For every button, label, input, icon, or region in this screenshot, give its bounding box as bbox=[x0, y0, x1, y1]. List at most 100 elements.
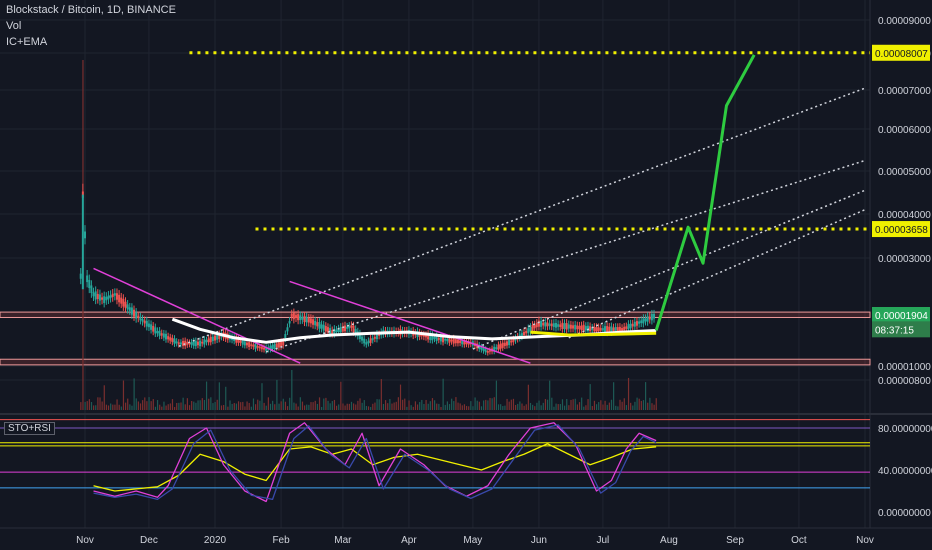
volume-bar bbox=[280, 401, 282, 410]
candle-body bbox=[531, 325, 534, 331]
volume-bar bbox=[342, 403, 344, 410]
volume-bar bbox=[201, 398, 203, 410]
volume-bar bbox=[476, 400, 478, 410]
volume-bar bbox=[446, 401, 448, 410]
candle-body bbox=[115, 293, 118, 300]
volume-bar bbox=[384, 400, 387, 410]
candle-body bbox=[422, 334, 425, 337]
volume-bar bbox=[640, 400, 642, 410]
candle-body bbox=[618, 326, 621, 332]
candle-body bbox=[156, 331, 159, 334]
candle-body bbox=[269, 345, 272, 350]
candle-body bbox=[644, 318, 647, 322]
candle-body bbox=[358, 333, 361, 340]
volume-bar bbox=[623, 398, 625, 410]
volume-bar bbox=[391, 403, 393, 410]
volume-bar bbox=[293, 402, 295, 410]
volume-bar bbox=[647, 402, 649, 410]
volume-bar bbox=[529, 402, 532, 410]
volume-bar bbox=[644, 382, 647, 410]
volume-bar bbox=[585, 405, 587, 410]
volume-bar bbox=[291, 370, 293, 410]
volume-bar bbox=[316, 403, 318, 410]
candle-body bbox=[167, 336, 170, 340]
candle-body bbox=[565, 322, 568, 330]
volume-bar bbox=[595, 404, 598, 410]
volume-bar bbox=[344, 405, 346, 410]
volume-bar bbox=[110, 403, 112, 410]
projection-path bbox=[654, 54, 756, 331]
volume-bar bbox=[598, 402, 600, 410]
channel-line bbox=[472, 189, 866, 350]
price-label-box bbox=[872, 44, 930, 61]
volume-bar bbox=[299, 397, 301, 410]
volume-bar bbox=[642, 400, 645, 410]
candle-body bbox=[591, 327, 594, 331]
candle-body bbox=[182, 341, 185, 346]
candle-body bbox=[326, 327, 329, 333]
volume-bar bbox=[510, 399, 512, 410]
volume-bar bbox=[308, 404, 310, 410]
volume-bar bbox=[159, 404, 161, 410]
candle-body bbox=[218, 333, 221, 340]
volume-bar bbox=[374, 402, 376, 410]
candle-body bbox=[442, 336, 445, 343]
volume-bar bbox=[265, 405, 267, 410]
volume-bar bbox=[272, 400, 274, 410]
candle-body bbox=[286, 327, 289, 332]
price-tick-label: 0.00000800 bbox=[878, 376, 931, 387]
volume-bar bbox=[227, 406, 229, 410]
volume-bar bbox=[376, 399, 378, 410]
candle-body bbox=[314, 320, 317, 326]
volume-bar bbox=[331, 401, 333, 410]
volume-bar bbox=[208, 398, 210, 410]
base-line bbox=[530, 330, 657, 337]
candle-body bbox=[495, 347, 498, 350]
volume-bar bbox=[127, 398, 129, 410]
candle-body bbox=[631, 323, 634, 327]
volume-bar bbox=[184, 404, 186, 410]
candle-body bbox=[339, 326, 342, 333]
candle-body bbox=[194, 340, 197, 347]
volume-bar bbox=[625, 405, 628, 410]
volume-bar bbox=[634, 401, 636, 410]
volume-bar bbox=[404, 398, 406, 410]
candle-body bbox=[241, 340, 244, 345]
volume-bar bbox=[549, 380, 551, 410]
volume-bar bbox=[231, 403, 233, 410]
candle-body bbox=[501, 342, 504, 348]
volume-bar bbox=[436, 403, 438, 410]
time-tick-label: Jun bbox=[531, 535, 547, 546]
candle-body bbox=[482, 348, 485, 351]
price-tick-label: 0.00005000 bbox=[878, 167, 931, 178]
volume-bar bbox=[101, 401, 103, 410]
candle-body bbox=[273, 343, 276, 349]
candle-body bbox=[139, 316, 142, 321]
candle-body bbox=[363, 338, 366, 344]
candle-body bbox=[580, 325, 583, 331]
volume-bar bbox=[589, 384, 591, 410]
volume-bar bbox=[500, 404, 502, 410]
volume-bar bbox=[105, 404, 108, 410]
volume-bar bbox=[387, 403, 389, 410]
candle-body bbox=[171, 338, 174, 343]
volume-bar bbox=[167, 404, 169, 410]
candle-body bbox=[294, 315, 297, 318]
candle-body bbox=[341, 326, 344, 332]
price-axis: 0.000090000.000080000.000070000.00006000… bbox=[872, 16, 931, 387]
candle-body bbox=[275, 343, 278, 348]
volume-bar bbox=[461, 405, 463, 410]
volume-bar bbox=[229, 400, 231, 410]
candle-body bbox=[239, 340, 242, 343]
volume-bar bbox=[497, 404, 500, 410]
candle-body bbox=[574, 324, 577, 330]
volume-bar bbox=[632, 405, 634, 410]
volume-bar bbox=[346, 403, 348, 410]
candle-body bbox=[608, 326, 611, 332]
time-tick-label: Mar bbox=[334, 535, 352, 546]
volume-bar bbox=[350, 401, 353, 410]
candle-body bbox=[201, 341, 204, 344]
candle-body bbox=[561, 322, 564, 330]
price-tick-label: 0.00003000 bbox=[878, 254, 931, 265]
